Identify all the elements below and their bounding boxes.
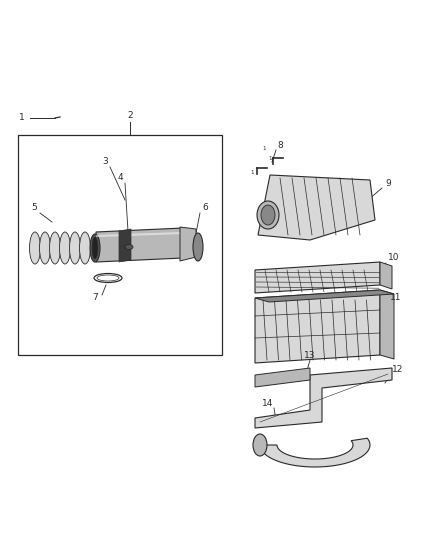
Text: 14: 14	[262, 399, 274, 408]
Ellipse shape	[29, 232, 40, 264]
Ellipse shape	[60, 232, 71, 264]
Polygon shape	[260, 438, 370, 467]
Text: 1: 1	[19, 114, 25, 123]
Ellipse shape	[261, 205, 275, 225]
Polygon shape	[380, 290, 394, 359]
Text: 8: 8	[277, 141, 283, 149]
Ellipse shape	[39, 232, 50, 264]
Text: 4: 4	[117, 174, 123, 182]
Ellipse shape	[92, 237, 98, 259]
Ellipse shape	[125, 245, 133, 249]
Ellipse shape	[90, 234, 100, 262]
Ellipse shape	[80, 232, 91, 264]
Text: 13: 13	[304, 351, 316, 359]
Text: 1: 1	[268, 156, 272, 160]
Ellipse shape	[70, 232, 81, 264]
Polygon shape	[119, 229, 131, 262]
Polygon shape	[380, 262, 392, 289]
Bar	[18, 135, 222, 355]
Text: 1: 1	[250, 169, 254, 174]
Text: 7: 7	[92, 294, 98, 303]
Text: 10: 10	[388, 254, 400, 262]
Text: 12: 12	[392, 366, 404, 375]
Ellipse shape	[193, 233, 203, 261]
Ellipse shape	[253, 434, 267, 456]
Polygon shape	[258, 175, 375, 240]
Text: 9: 9	[385, 179, 391, 188]
Text: 11: 11	[390, 294, 402, 303]
Text: 3: 3	[102, 157, 108, 166]
Text: 1: 1	[262, 146, 266, 150]
Ellipse shape	[257, 201, 279, 229]
Polygon shape	[255, 368, 310, 387]
Text: 2: 2	[127, 110, 133, 119]
Polygon shape	[255, 368, 392, 428]
Polygon shape	[255, 290, 380, 363]
Polygon shape	[255, 262, 380, 293]
Ellipse shape	[49, 232, 60, 264]
Polygon shape	[96, 228, 183, 262]
Text: 5: 5	[31, 204, 37, 213]
Polygon shape	[180, 227, 196, 261]
Polygon shape	[255, 290, 394, 302]
Text: 6: 6	[202, 204, 208, 213]
